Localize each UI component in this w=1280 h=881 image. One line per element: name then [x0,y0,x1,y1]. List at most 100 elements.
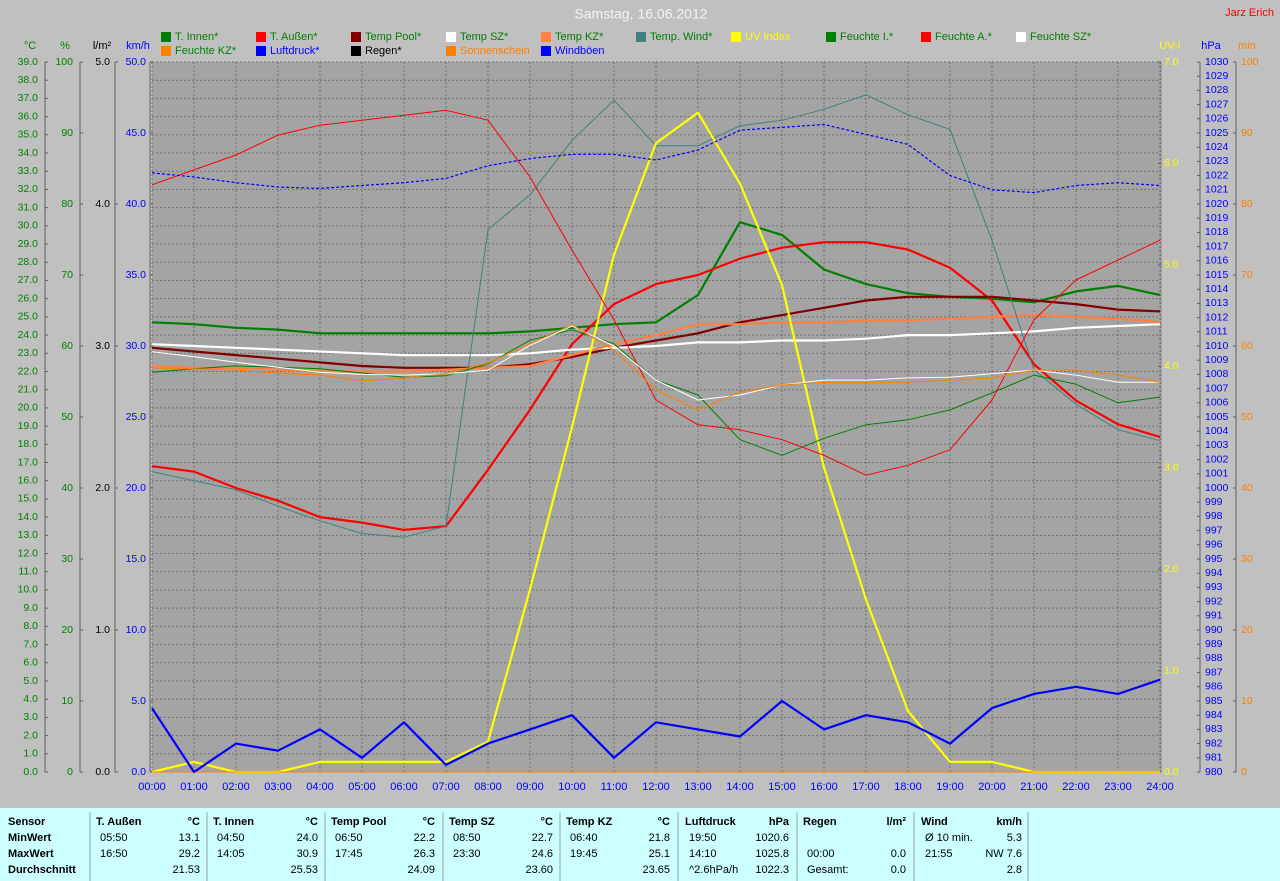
legend-swatch [256,32,266,42]
y-tick-label: 1029 [1205,70,1229,82]
axis-title: UV-I [1159,40,1180,52]
summary-table [0,808,1280,881]
series-line [151,323,1161,357]
y-tick-label: 1019 [1205,212,1229,224]
table-cell: 19:50 [689,832,717,844]
y-tick-label: 9.0 [23,602,38,614]
table-cell: 21.53 [172,864,200,876]
table-header: T. Innen [213,816,254,828]
x-tick-label: 06:00 [390,781,418,793]
y-tick-label: 0 [67,766,73,778]
y-tick-label: 22.0 [18,365,39,377]
table-cell: 21:55 [925,848,953,860]
y-tick-label: 1024 [1205,141,1229,153]
y-tick-label: 23.0 [18,347,39,359]
y-tick-label: 992 [1205,595,1223,607]
y-tick-label: 39.0 [18,56,39,68]
y-tick-label: 7.0 [1164,56,1179,68]
legend-swatch [541,46,551,56]
y-tick-label: 984 [1205,709,1223,721]
y-tick-label: 37.0 [18,92,39,104]
y-tick-label: 997 [1205,524,1223,536]
y-tick-label: 4.0 [1164,360,1179,372]
table-header: Regen [803,816,837,828]
y-tick-label: 21.0 [18,383,39,395]
x-tick-label: 24:00 [1146,781,1174,793]
y-tick-label: 1013 [1205,297,1229,309]
legend-swatch [921,32,931,42]
x-tick-label: 21:00 [1020,781,1048,793]
legend-swatch [826,32,836,42]
y-tick-label: 995 [1205,553,1223,565]
y-tick-label: 1023 [1205,155,1229,167]
table-header: Temp Pool [331,816,386,828]
legend-label: T. Außen* [270,31,318,43]
table-cell: 21.8 [649,832,670,844]
row-label: Durchschnitt [8,864,76,876]
x-tick-label: 02:00 [222,781,250,793]
table-header: km/h [996,816,1022,828]
series-line [151,324,1161,411]
y-tick-label: 40 [61,482,73,494]
y-tick-label: 1027 [1205,98,1229,110]
y-tick-label: 1008 [1205,368,1229,380]
legend-swatch [351,46,361,56]
y-tick-label: 20.0 [18,402,39,414]
legend-label: Regen* [365,45,402,57]
y-tick-label: 28.0 [18,256,39,268]
table-cell: 23.60 [525,864,553,876]
y-tick-label: 1009 [1205,354,1229,366]
y-tick-label: 50.0 [126,56,147,68]
axis-title: °C [24,40,36,52]
table-cell: Gesamt: [807,864,849,876]
y-tick-label: 14.0 [18,511,39,523]
y-tick-label: 1017 [1205,240,1229,252]
y-tick-label: 16.0 [18,474,39,486]
legend-label: Temp KZ* [555,31,604,43]
y-tick-label: 1012 [1205,311,1229,323]
x-tick-label: 20:00 [978,781,1006,793]
y-tick-label: 998 [1205,510,1223,522]
table-header: Sensor [8,816,46,828]
y-tick-label: 8.0 [23,620,38,632]
axis-title: min [1238,40,1256,52]
table-cell: 1025.8 [755,848,789,860]
y-tick-label: 6.0 [1164,157,1179,169]
table-cell: 25.53 [290,864,318,876]
table-cell: 24.0 [297,832,318,844]
y-tick-label: 5.0 [131,695,146,707]
table-cell: 19:45 [570,848,598,860]
y-tick-label: 38.0 [18,74,39,86]
legend-label: Feuchte A.* [935,31,993,43]
table-header: °C [541,816,553,828]
legend-label: T. Innen* [175,31,219,43]
row-label: MinWert [8,832,52,844]
table-cell: 06:40 [570,832,598,844]
series-line [151,109,1161,476]
y-tick-label: 0 [1241,766,1247,778]
series-line [151,678,1161,774]
table-cell: 1020.6 [755,832,789,844]
y-tick-label: 45.0 [126,127,147,139]
y-tick-label: 1025 [1205,127,1229,139]
table-cell: ^2.6hPa/h [689,864,738,876]
y-tick-label: 34.0 [18,147,39,159]
y-tick-label: 986 [1205,681,1223,693]
table-header: Temp SZ [449,816,495,828]
y-tick-label: 5.0 [95,56,110,68]
table-cell: 04:50 [217,832,245,844]
y-tick-label: 991 [1205,610,1223,622]
y-tick-label: 1011 [1205,326,1228,338]
y-tick-label: 30 [1241,553,1253,565]
y-tick-label: 27.0 [18,274,39,286]
y-tick-label: 1020 [1205,198,1229,210]
y-tick-label: 1021 [1205,184,1229,196]
table-cell: 0.0 [891,848,906,860]
y-tick-label: 36.0 [18,110,39,122]
x-tick-label: 17:00 [852,781,880,793]
series-line [151,241,1161,531]
table-cell: 30.9 [297,848,318,860]
axis-title: hPa [1201,40,1221,52]
y-tick-label: 1014 [1205,283,1229,295]
series-line [151,111,1160,774]
